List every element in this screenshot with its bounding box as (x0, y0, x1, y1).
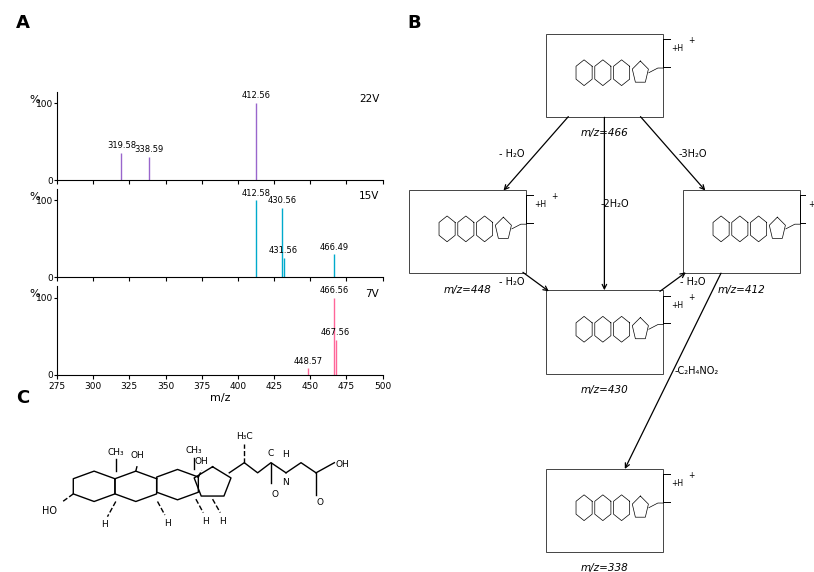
Y-axis label: %: % (28, 289, 40, 299)
Text: +: + (688, 471, 694, 480)
Text: 319.58: 319.58 (107, 141, 136, 150)
Text: 7V: 7V (365, 289, 379, 299)
FancyBboxPatch shape (683, 190, 800, 273)
Text: O: O (317, 498, 324, 507)
Text: 412.58: 412.58 (242, 189, 270, 197)
Text: 448.57: 448.57 (294, 357, 322, 366)
Text: H: H (102, 520, 108, 529)
Text: 467.56: 467.56 (321, 328, 350, 337)
Text: 430.56: 430.56 (268, 196, 296, 205)
FancyBboxPatch shape (546, 34, 663, 117)
Text: - H₂O: - H₂O (499, 277, 524, 287)
Text: +: + (551, 192, 558, 201)
Text: OH: OH (335, 460, 349, 469)
Text: +H: +H (808, 200, 814, 209)
Text: B: B (407, 14, 421, 32)
Text: 22V: 22V (359, 94, 379, 104)
Text: CH₃: CH₃ (107, 448, 124, 456)
Text: C: C (267, 448, 274, 458)
Text: H: H (164, 519, 171, 529)
Text: -C₂H₄NO₂: -C₂H₄NO₂ (675, 366, 720, 376)
Text: - H₂O: - H₂O (681, 277, 706, 287)
Text: 412.56: 412.56 (242, 92, 270, 100)
FancyBboxPatch shape (409, 190, 526, 273)
Text: m/z=338: m/z=338 (580, 563, 628, 572)
Text: OH: OH (195, 457, 208, 466)
Y-axis label: %: % (28, 95, 40, 105)
Text: m/z=448: m/z=448 (444, 285, 492, 295)
Text: 338.59: 338.59 (134, 145, 164, 154)
X-axis label: m/z: m/z (209, 394, 230, 403)
Text: m/z=430: m/z=430 (580, 385, 628, 395)
Text: H: H (219, 517, 226, 526)
Text: N: N (282, 478, 289, 487)
Text: H: H (203, 517, 209, 526)
Text: -3H₂O: -3H₂O (679, 149, 707, 158)
Y-axis label: %: % (28, 192, 40, 202)
FancyBboxPatch shape (546, 468, 663, 553)
Text: A: A (16, 14, 30, 32)
Text: -2H₂O: -2H₂O (600, 199, 628, 209)
Text: +: + (688, 293, 694, 302)
Text: H₃C: H₃C (236, 432, 252, 441)
Text: H: H (282, 450, 289, 459)
Text: m/z=466: m/z=466 (580, 129, 628, 138)
Text: CH₃: CH₃ (186, 446, 203, 455)
Text: +: + (688, 36, 694, 45)
Text: 431.56: 431.56 (269, 247, 298, 255)
Text: 466.49: 466.49 (320, 243, 348, 252)
Text: +H: +H (535, 200, 547, 209)
Text: +H: +H (672, 479, 684, 488)
Text: OH: OH (130, 451, 144, 460)
Text: C: C (16, 389, 29, 407)
Text: m/z=412: m/z=412 (717, 285, 765, 295)
Text: +H: +H (672, 301, 684, 309)
Text: O: O (272, 490, 278, 499)
Text: HO: HO (42, 506, 58, 516)
Text: 466.56: 466.56 (320, 286, 349, 295)
Text: +H: +H (672, 44, 684, 53)
Text: - H₂O: - H₂O (499, 149, 524, 158)
Text: 15V: 15V (359, 192, 379, 201)
FancyBboxPatch shape (546, 290, 663, 374)
